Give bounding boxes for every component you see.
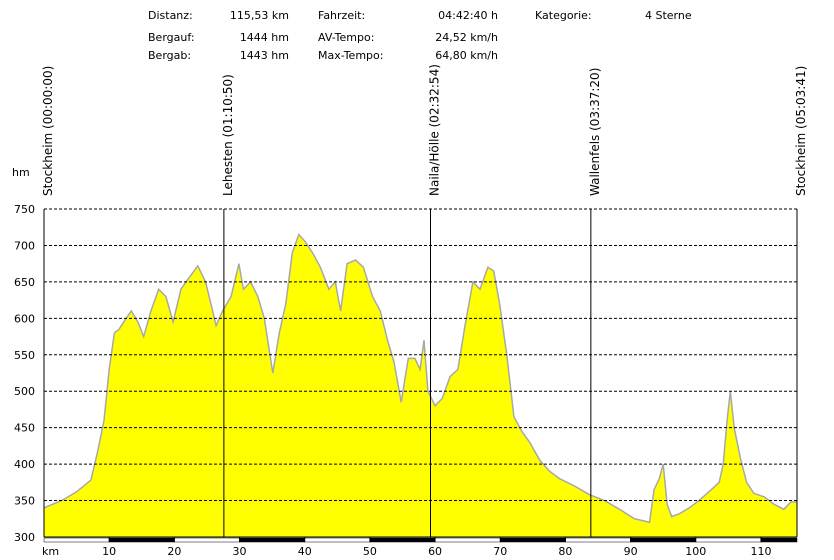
y-tick-label: 450 <box>14 422 35 435</box>
x-axis-label: km <box>42 545 59 558</box>
axis-band <box>304 537 371 543</box>
stat-label: Fahrzeit: <box>318 9 365 22</box>
y-tick-label: 400 <box>14 458 35 471</box>
stat-label: Bergab: <box>148 49 191 62</box>
y-tick-label: 650 <box>14 276 35 289</box>
y-tick-label: 500 <box>14 385 35 398</box>
waypoint-label: Naila/Hölle (02:32:54) <box>428 64 442 196</box>
stat-label: AV-Tempo: <box>318 31 374 44</box>
axis-band <box>695 537 762 543</box>
x-tick-label: 100 <box>685 545 706 558</box>
stat-value: 1443 hm <box>240 49 289 62</box>
y-axis-label: hm <box>12 166 30 179</box>
axis-band <box>108 537 175 543</box>
elevation-line <box>43 233 797 524</box>
x-tick-label: 20 <box>167 545 181 558</box>
x-tick-label: 70 <box>493 545 507 558</box>
x-tick-label: 50 <box>363 545 377 558</box>
waypoint-label: Stockheim (05:03:41) <box>794 66 808 196</box>
axis-band <box>434 537 501 543</box>
x-tick-label: 90 <box>624 545 638 558</box>
x-tick-label: 60 <box>428 545 442 558</box>
y-tick-label: 750 <box>14 203 35 216</box>
axis-band <box>43 537 110 543</box>
y-tick-label: 550 <box>14 349 35 362</box>
x-tick-label: 110 <box>750 545 771 558</box>
elevation-area <box>44 234 797 537</box>
stat-label: Distanz: <box>148 9 193 22</box>
y-tick-label: 600 <box>14 312 35 325</box>
axis-band <box>499 537 566 543</box>
y-tick-label: 700 <box>14 239 35 252</box>
x-tick-label: 40 <box>298 545 312 558</box>
axis-band <box>369 537 436 543</box>
y-tick-label: 300 <box>14 531 35 544</box>
x-tick-label: 80 <box>558 545 572 558</box>
axis-band <box>174 537 240 543</box>
waypoint-label: Stockheim (00:00:00) <box>41 66 55 196</box>
stat-label: Bergauf: <box>148 31 195 44</box>
x-tick-label: 30 <box>233 545 247 558</box>
y-tick-label: 350 <box>14 495 35 508</box>
stat-value: 24,52 km/h <box>435 31 498 44</box>
stat-value: 115,53 km <box>230 9 289 22</box>
stat-value: 64,80 km/h <box>435 49 498 62</box>
axis-band <box>760 537 798 543</box>
stat-label: Max-Tempo: <box>318 49 383 62</box>
axis-band <box>239 537 305 543</box>
waypoint-label: Lehesten (01:10:50) <box>221 74 235 196</box>
stat-value: 4 Sterne <box>645 9 692 22</box>
stat-value: 04:42:40 h <box>438 9 498 22</box>
stat-value: 1444 hm <box>240 31 289 44</box>
waypoint-label: Wallenfels (03:37:20) <box>588 68 602 196</box>
axis-band <box>565 537 631 543</box>
x-tick-label: 10 <box>102 545 116 558</box>
axis-band <box>630 537 697 543</box>
stat-label: Kategorie: <box>535 9 592 22</box>
